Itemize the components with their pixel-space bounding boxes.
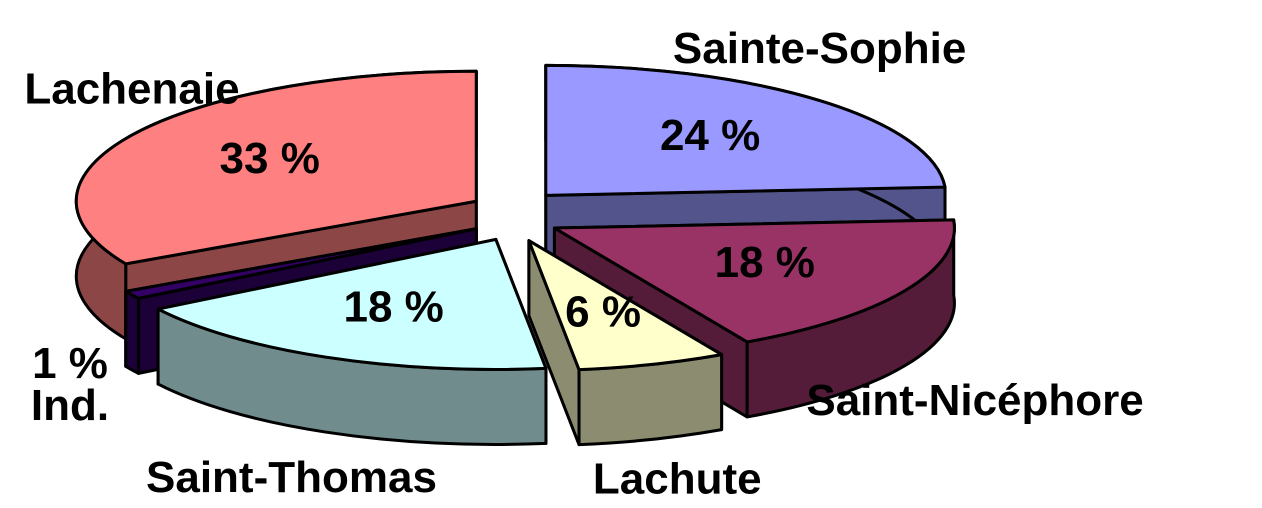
category-label: Sainte-Sophie: [673, 24, 966, 73]
slice: [124, 227, 478, 300]
slice-side: [124, 289, 141, 375]
category-label: Lachenaie: [24, 64, 239, 113]
category-label: Saint-Thomas: [146, 453, 437, 502]
slice: [74, 69, 478, 266]
category-label: Lachute: [593, 455, 762, 504]
slice: [552, 218, 956, 344]
value-label: 18 %: [715, 238, 815, 287]
value-label: 24 %: [660, 111, 760, 160]
category-label: Ind.: [31, 381, 109, 430]
slice: [544, 63, 947, 197]
value-label: 6 %: [565, 287, 641, 336]
value-label: 18 %: [344, 283, 444, 332]
category-label: Saint-Nicéphore: [806, 376, 1143, 425]
slice: [156, 237, 548, 371]
slice: [527, 239, 724, 372]
value-label: 1 %: [32, 339, 108, 388]
value-label: 33 %: [220, 134, 320, 183]
